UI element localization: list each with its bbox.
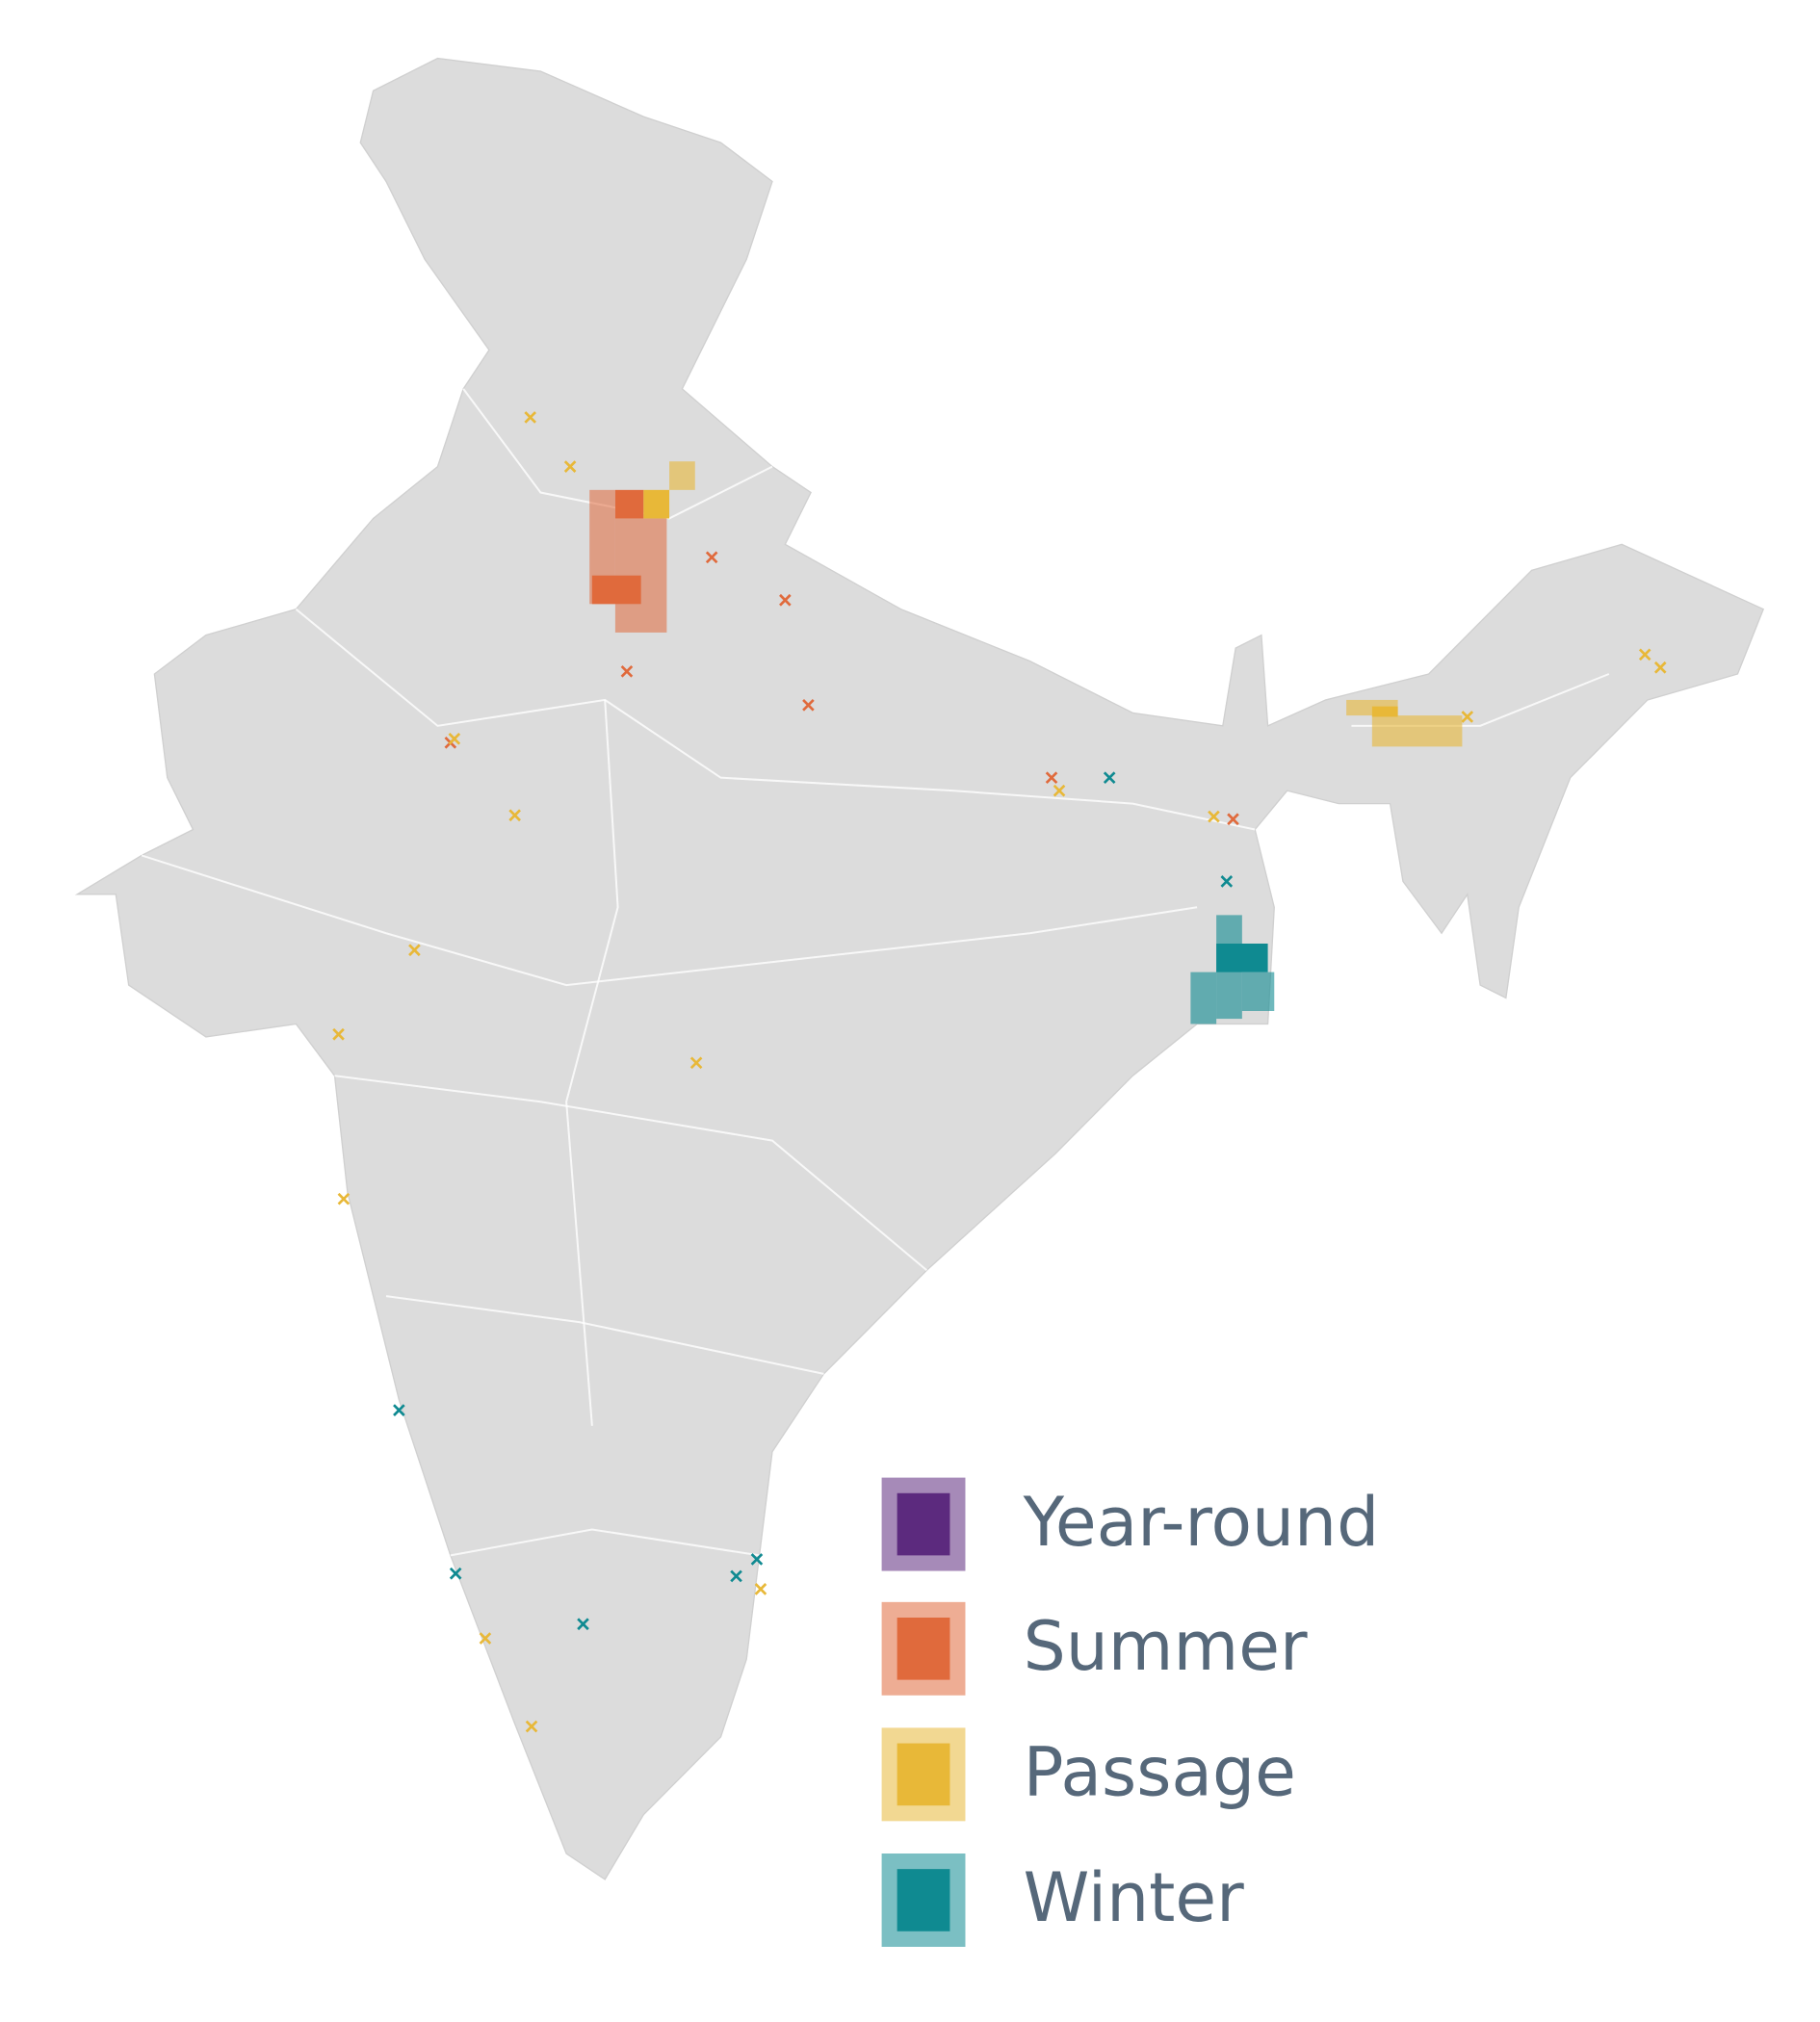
legend-label: Year-round <box>1023 1484 1380 1562</box>
cross-stroke <box>337 1192 351 1205</box>
cross-stroke <box>524 411 536 424</box>
sighting-cross <box>754 1583 767 1595</box>
sighting-cross <box>730 1569 742 1583</box>
cross-stroke <box>332 1027 345 1041</box>
winter-cell <box>1216 944 1268 972</box>
sighting-cross <box>337 1192 351 1205</box>
cross-stroke <box>1220 875 1234 888</box>
cross-stroke <box>1053 784 1066 797</box>
cross-stroke <box>393 1404 405 1416</box>
cross-stroke <box>1638 648 1651 661</box>
sighting-cross <box>750 1553 764 1566</box>
legend-entry: Passage <box>881 1727 1296 1822</box>
cross-stroke <box>802 698 815 712</box>
passage-cell <box>643 489 670 519</box>
cross-stroke <box>689 1056 703 1070</box>
cross-stroke <box>730 1569 742 1583</box>
legend-swatch <box>897 1492 950 1556</box>
cross-stroke <box>563 460 577 473</box>
sighting-cross <box>332 1027 345 1041</box>
sighting-cross <box>705 551 718 564</box>
cross-stroke <box>525 1720 538 1733</box>
sighting-cross <box>563 460 577 473</box>
legend-entry: Year-round <box>881 1477 1380 1571</box>
sighting-cross <box>1045 771 1058 785</box>
sighting-cross <box>802 698 815 712</box>
sighting-cross <box>1653 661 1667 674</box>
cross-stroke <box>754 1583 767 1595</box>
passage-cell <box>1371 715 1463 747</box>
sighting-cross <box>1220 875 1234 888</box>
sighting-cross <box>1227 813 1239 826</box>
sighting-cross <box>524 411 536 424</box>
cross-stroke <box>750 1553 764 1566</box>
sighting-cross <box>479 1632 492 1645</box>
cross-stroke <box>779 593 792 607</box>
state-borders <box>141 388 1610 1557</box>
cross-stroke <box>1045 771 1058 785</box>
sighting-cross <box>1208 810 1220 823</box>
sighting-cross <box>508 809 521 822</box>
sighting-cross <box>448 732 461 745</box>
cross-stroke <box>408 944 421 957</box>
range-cells <box>589 461 1463 1024</box>
country-shape <box>74 57 1765 1880</box>
sighting-cross <box>449 1567 462 1580</box>
legend-entry: Winter <box>881 1854 1244 1947</box>
sighting-cross <box>393 1404 405 1416</box>
winter-cell <box>1241 972 1275 1011</box>
sighting-cross <box>620 664 634 678</box>
passage-cell <box>1371 706 1398 717</box>
cross-stroke <box>479 1632 492 1645</box>
legend-entry: Summer <box>881 1601 1308 1696</box>
sighting-marks <box>332 411 1667 1733</box>
sighting-cross <box>1103 771 1116 785</box>
sighting-cross <box>525 1720 538 1733</box>
cross-stroke <box>1103 771 1116 785</box>
cross-stroke <box>1461 711 1474 723</box>
legend-swatch <box>897 1618 950 1680</box>
sighting-cross <box>1638 648 1651 661</box>
legend-swatch <box>897 1743 950 1806</box>
cross-stroke <box>449 1567 462 1580</box>
legend-label: Summer <box>1024 1608 1308 1686</box>
cross-stroke <box>1208 810 1220 823</box>
cross-stroke <box>705 551 718 564</box>
legend: Year-round Summer Passage Winter <box>881 1477 1380 1947</box>
sighting-cross <box>689 1056 703 1070</box>
cross-stroke <box>448 732 461 745</box>
passage-cell <box>669 461 695 490</box>
legend-label: Passage <box>1024 1733 1296 1811</box>
legend-label: Winter <box>1024 1859 1244 1937</box>
sighting-cross <box>408 944 421 957</box>
summer-cell <box>614 489 644 519</box>
legend-swatch <box>897 1869 950 1931</box>
sighting-cross <box>577 1618 589 1631</box>
cross-stroke <box>1227 813 1239 826</box>
summer-cell <box>591 575 641 605</box>
cross-stroke <box>1653 661 1667 674</box>
sighting-cross <box>1053 784 1066 797</box>
sighting-cross <box>1461 711 1474 723</box>
sighting-cross <box>779 593 792 607</box>
cross-stroke <box>508 809 521 822</box>
winter-cell <box>1190 972 1217 1024</box>
cross-stroke <box>577 1618 589 1631</box>
cross-stroke <box>620 664 634 678</box>
